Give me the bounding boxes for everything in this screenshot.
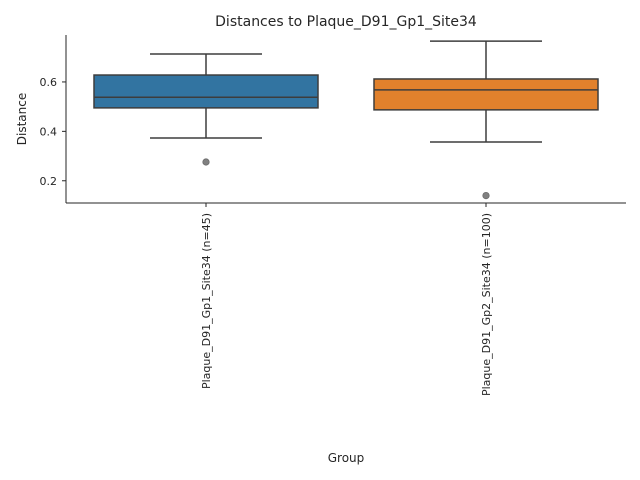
x-axis-label: Group: [328, 451, 365, 465]
chart-title: Distances to Plaque_D91_Gp1_Site34: [215, 14, 477, 30]
y-tick-label: 0.4: [40, 125, 58, 138]
y-tick-label: 0.6: [40, 76, 58, 89]
x-tick-label: Plaque_D91_Gp2_Site34 (n=100): [480, 213, 493, 396]
outlier-point: [482, 191, 490, 200]
y-tick-label: 0.2: [40, 175, 58, 188]
outlier-point: [202, 158, 210, 166]
iqr-box: [93, 74, 319, 109]
x-tick-label: Plaque_D91_Gp1_Site34 (n=45): [200, 213, 213, 389]
box-group-1: [93, 53, 319, 166]
iqr-box: [373, 78, 599, 111]
plot-area: [93, 40, 599, 200]
y-axis-label: Distance: [15, 93, 29, 145]
y-axis-ticks: 0.2 0.4 0.6: [40, 76, 66, 188]
box-group-2: [373, 40, 599, 200]
x-axis-ticks: Plaque_D91_Gp1_Site34 (n=45) Plaque_D91_G…: [200, 203, 493, 396]
